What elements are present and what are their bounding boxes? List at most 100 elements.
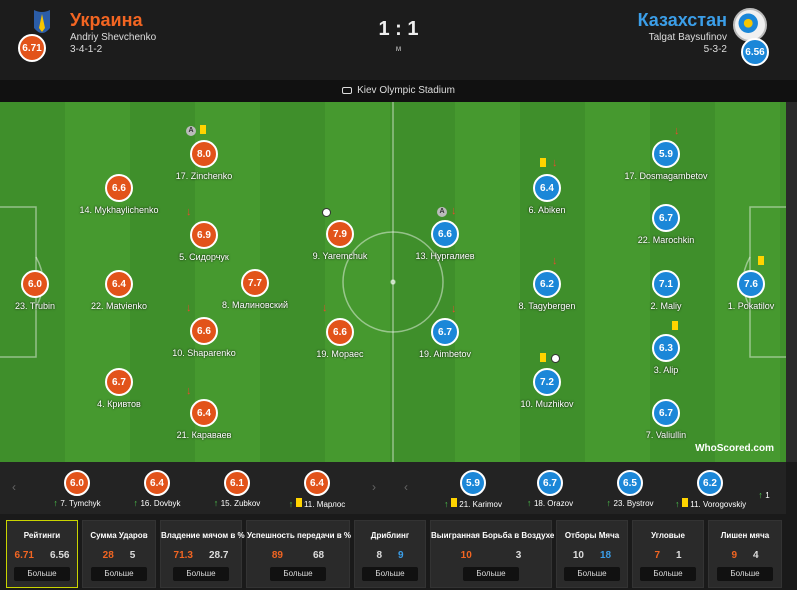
- ukraine-crest-icon: [34, 10, 50, 33]
- sub-off-arrow-icon: ↓: [322, 302, 328, 314]
- player-name: 2. Maliy: [650, 301, 682, 311]
- sub-on-arrow-icon: ↑: [288, 499, 296, 509]
- player-name: ↑ 21. Karimov: [444, 498, 502, 509]
- player-name: 21. Караваев: [176, 430, 232, 440]
- home-player-sydorchuk[interactable]: 6.9 5. Сидорчук: [159, 221, 249, 262]
- more-button[interactable]: Больше: [564, 567, 620, 581]
- yellow-card-icon: [682, 498, 689, 507]
- home-team-name[interactable]: Украина: [70, 10, 143, 30]
- away-player-marochkin[interactable]: 6.7 22. Marochkin: [621, 204, 711, 245]
- away-formation: 5-3-2: [703, 44, 727, 55]
- stat-card-possession[interactable]: Владение мячом в % 71.3 28.7 Больше: [160, 520, 245, 588]
- sub-player[interactable]: 6.1 ↑ 15. Zubkov: [202, 470, 272, 508]
- subs-prev-icon[interactable]: ‹: [404, 480, 408, 494]
- player-name: ↑ 7. Tymchyk: [53, 498, 101, 508]
- home-player-zinchenko[interactable]: 8.0 17. Zinchenko: [159, 140, 249, 181]
- away-player-dosmagambetov[interactable]: 5.9 17. Dosmagambetov: [621, 140, 711, 181]
- more-button[interactable]: Больше: [91, 567, 147, 581]
- stat-card-dribbles[interactable]: Дриблинг 8 9 Больше: [354, 520, 426, 588]
- player-rating: 6.7: [105, 368, 133, 396]
- away-player-pokatilov[interactable]: 7.6 1. Pokatilov: [706, 270, 786, 311]
- sub-player[interactable]: 6.4 ↑ 16. Dovbyk: [122, 470, 192, 508]
- scrollbar[interactable]: [786, 102, 797, 462]
- home-player-mykhaylichenko[interactable]: 6.6 14. Mykhaylichenko: [74, 174, 164, 215]
- away-player-muzhikov[interactable]: 7.2 10. Muzhikov: [502, 368, 592, 409]
- stat-title: Лишен мяча: [720, 531, 770, 540]
- more-button[interactable]: Больше: [640, 567, 696, 581]
- sub-on-arrow-icon: ↑: [675, 499, 683, 509]
- sub-player[interactable]: 6.5 ↑ 23. Bystrov: [595, 470, 665, 508]
- player-name: 23. Trubin: [14, 301, 56, 311]
- player-name: 17. Zinchenko: [175, 171, 233, 181]
- player-name: ↑ 15. Zubkov: [213, 498, 261, 508]
- player-name: 19. Aimbetov: [418, 349, 472, 359]
- player-rating: 6.4: [190, 399, 218, 427]
- yellow-card-icon: [451, 498, 458, 507]
- sub-player[interactable]: 6.2 ↑ 11. Vorogovskiy: [675, 470, 746, 509]
- yellow-card-icon: [540, 158, 546, 167]
- more-button[interactable]: Больше: [362, 567, 418, 581]
- sub-player[interactable]: 6.0 ↑ 7. Tymchyk: [42, 470, 112, 508]
- player-name: ↑ 11. Марлос: [288, 498, 346, 509]
- stat-card-aerials[interactable]: Выигранная Борьба в Воздухе 10 3 Больше: [430, 520, 554, 588]
- home-player-moraes[interactable]: 6.6 19. Мораес: [295, 318, 385, 359]
- player-rating: 5.9: [652, 140, 680, 168]
- sub-on-arrow-icon: ↑: [758, 490, 766, 500]
- away-player-maliy[interactable]: 7.1 2. Maliy: [621, 270, 711, 311]
- away-team-rating: 6.56: [741, 38, 769, 66]
- stat-card-pass-success[interactable]: Успешность передачи в % 89 68 Больше: [246, 520, 351, 588]
- home-player-matvienko[interactable]: 6.4 22. Matvienko: [74, 270, 164, 311]
- away-team-name[interactable]: Казахстан: [637, 10, 727, 30]
- stat-title: Отборы Мяча: [564, 531, 620, 540]
- stat-home-value: 71.3: [173, 550, 193, 561]
- sub-player[interactable]: ↑ 1: [744, 488, 784, 500]
- player-rating: 6.4: [144, 470, 170, 496]
- away-player-tagybergen[interactable]: 6.2 8. Tagybergen: [502, 270, 592, 311]
- player-name: ↑ 23. Bystrov: [606, 498, 654, 508]
- stat-title: Угловые: [651, 531, 685, 540]
- away-player-alip[interactable]: 6.3 3. Alip: [621, 334, 711, 375]
- more-button[interactable]: Больше: [463, 567, 519, 581]
- subs-prev-icon[interactable]: ‹: [12, 480, 16, 494]
- yellow-card-icon: [540, 353, 546, 362]
- substitutes-bar: ‹ › ‹ 6.0 ↑ 7. Tymchyk 6.4 ↑ 16. Dovbyk …: [0, 462, 786, 514]
- stat-card-corners[interactable]: Угловые 7 1 Больше: [632, 520, 704, 588]
- player-rating: 7.1: [652, 270, 680, 298]
- more-button[interactable]: Больше: [717, 567, 773, 581]
- player-rating: 6.4: [304, 470, 330, 496]
- player-rating: 6.2: [697, 470, 723, 496]
- stat-card-ratings[interactable]: Рейтинги 6.71 6.56 Больше: [6, 520, 78, 588]
- sub-on-arrow-icon: ↑: [213, 498, 221, 508]
- more-button[interactable]: Больше: [270, 567, 326, 581]
- away-player-valiullin[interactable]: 6.7 7. Valiullin: [621, 399, 711, 440]
- home-player-shaparenko[interactable]: 6.6 10. Shaparenko: [159, 317, 249, 358]
- sub-player[interactable]: 6.4 ↑ 11. Марлос: [282, 470, 352, 509]
- stat-card-tackles[interactable]: Отборы Мяча 10 18 Больше: [556, 520, 628, 588]
- more-button[interactable]: Больше: [14, 567, 70, 581]
- yellow-card-icon: [200, 125, 206, 134]
- goal-ball-icon: [551, 354, 560, 363]
- home-player-trubin[interactable]: 6.0 23. Trubin: [0, 270, 80, 311]
- player-name: 1. Pokatilov: [727, 301, 775, 311]
- stat-away-value: 6.56: [50, 550, 70, 561]
- stat-title: Дриблинг: [370, 531, 410, 540]
- subs-next-icon[interactable]: ›: [372, 480, 376, 494]
- player-rating: 6.7: [652, 204, 680, 232]
- home-player-krivtsov[interactable]: 6.7 4. Кривтов: [74, 368, 164, 409]
- away-player-nurgaliev[interactable]: 6.6 13. Нургалиев: [400, 220, 490, 261]
- sub-player[interactable]: 5.9 ↑ 21. Karimov: [438, 470, 508, 509]
- home-player-malinovskyi[interactable]: 7.7 8. Малиновский: [210, 269, 300, 310]
- away-player-aimbetov[interactable]: 6.7 19. Aimbetov: [400, 318, 490, 359]
- sub-on-arrow-icon: ↑: [53, 498, 61, 508]
- home-player-yaremchuk[interactable]: 7.9 9. Yaremchuk: [295, 220, 385, 261]
- away-player-abiken[interactable]: 6.4 6. Abiken: [502, 174, 592, 215]
- stat-card-dispossessed[interactable]: Лишен мяча 9 4 Больше: [708, 520, 782, 588]
- stat-card-shots[interactable]: Сумма Ударов 28 5 Больше: [82, 520, 156, 588]
- player-rating: 6.1: [224, 470, 250, 496]
- stat-home-value: 8: [376, 550, 382, 561]
- more-button[interactable]: Больше: [173, 567, 229, 581]
- player-name: 19. Мораес: [316, 349, 364, 359]
- sub-player[interactable]: 6.7 ↑ 18. Orazov: [515, 470, 585, 508]
- sub-on-arrow-icon: ↑: [133, 498, 141, 508]
- home-player-karavaev[interactable]: 6.4 21. Караваев: [159, 399, 249, 440]
